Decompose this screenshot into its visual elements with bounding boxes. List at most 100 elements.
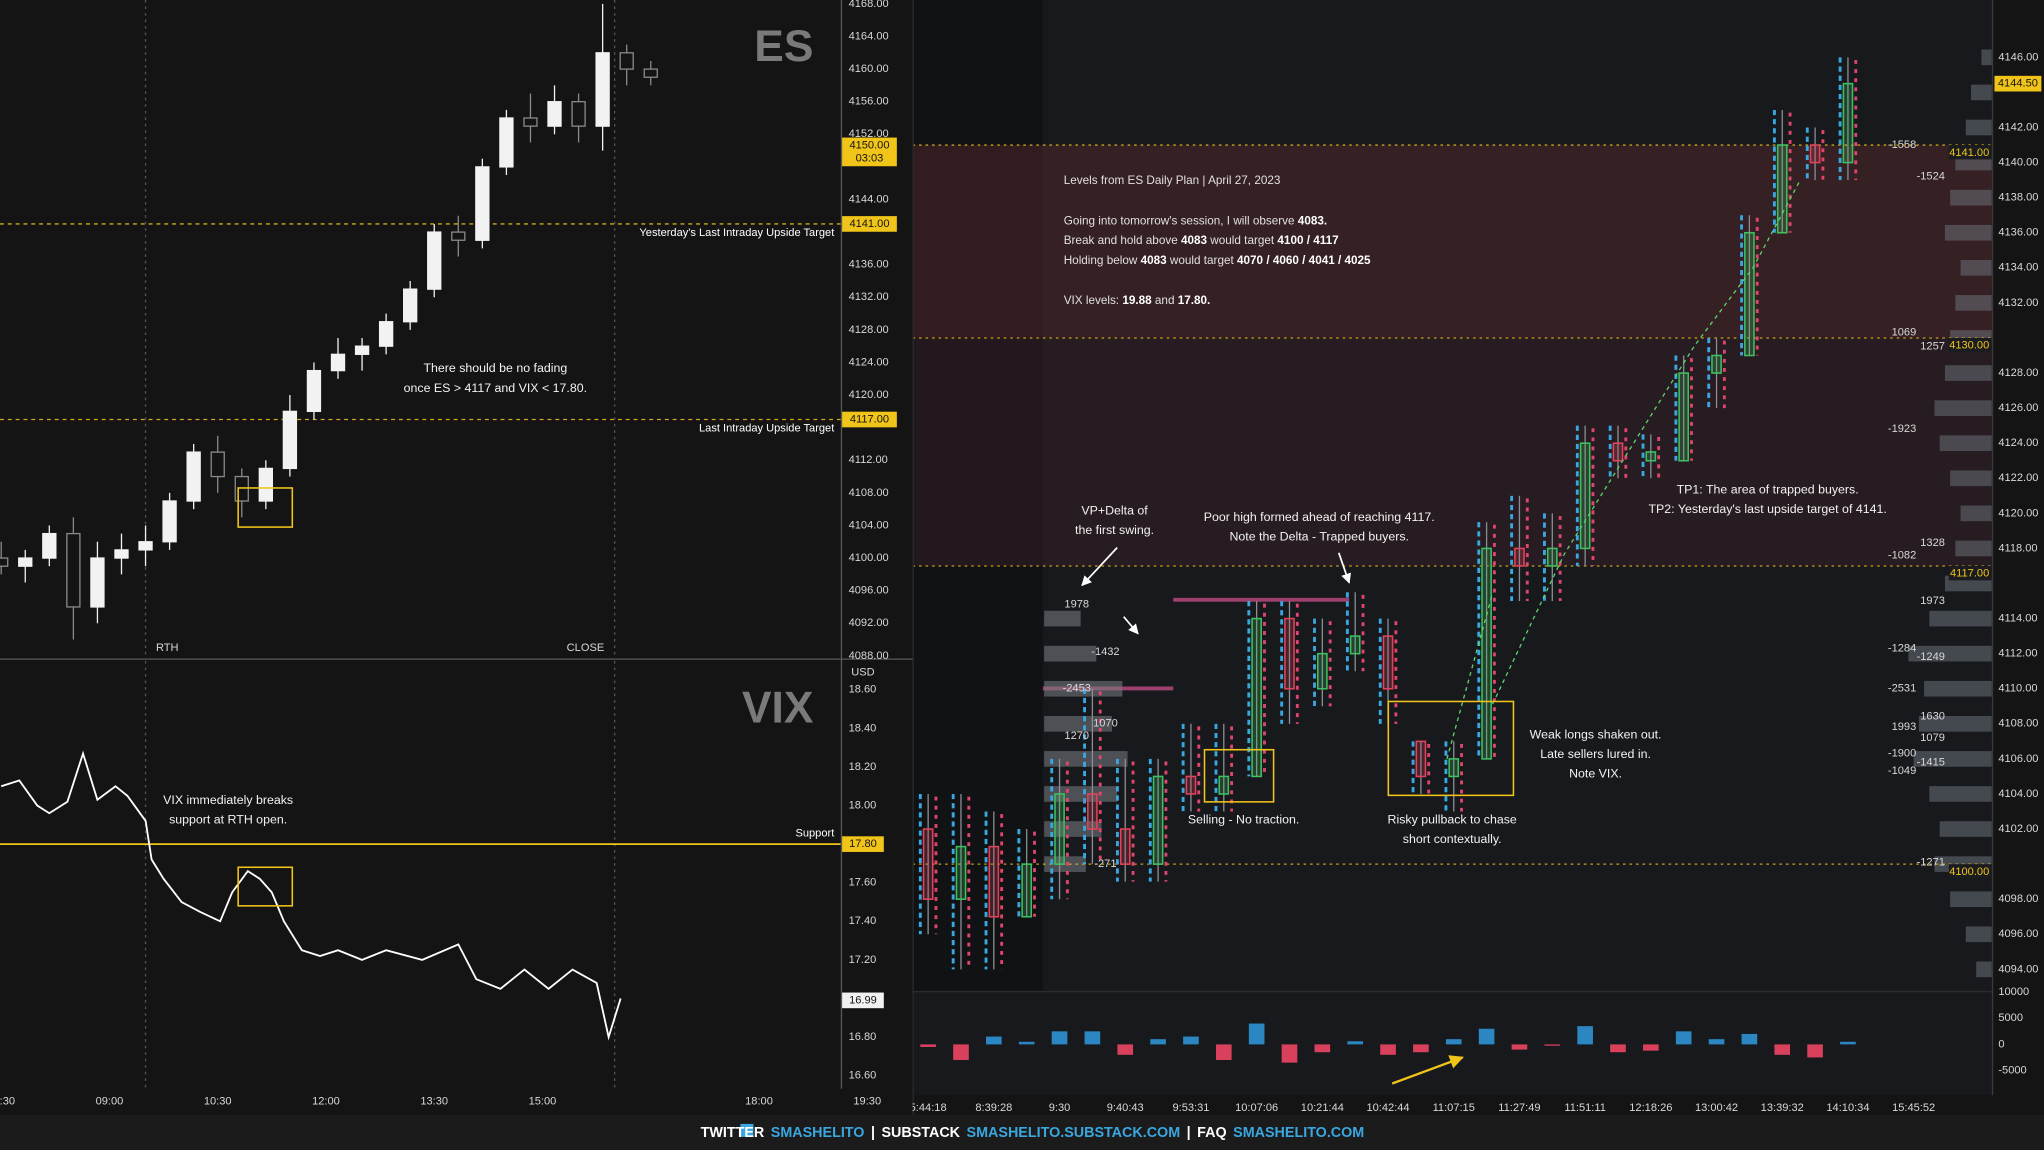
delta-bar bbox=[1380, 1044, 1396, 1055]
level-tag bbox=[1948, 337, 1992, 353]
delta-bar bbox=[1675, 1031, 1692, 1045]
price-tag-label: 17.80 bbox=[849, 838, 877, 850]
overlay: Levels from ES Daily Plan | April 27, 20… bbox=[1064, 174, 1887, 1085]
x-tick-label: 9:53:31 bbox=[1172, 1102, 1209, 1114]
y-tick-label: 4098.00 bbox=[1998, 893, 2038, 905]
arrow bbox=[1337, 552, 1351, 584]
last-price-tag bbox=[1994, 75, 2042, 92]
y-tick-label: 4138.00 bbox=[1998, 192, 2038, 204]
footer-segment: FAQ bbox=[1197, 1125, 1226, 1141]
profile-label: -271 bbox=[1094, 858, 1116, 870]
candle-body bbox=[547, 101, 562, 127]
trend-line bbox=[1492, 182, 1800, 705]
volume-profile-bar bbox=[1929, 610, 1992, 627]
candle-body bbox=[988, 845, 1000, 918]
candle-body bbox=[643, 68, 658, 78]
note-segment: Going into tomorrow's session, I will ob… bbox=[1064, 215, 1298, 228]
delta-tick-label: 5000 bbox=[1998, 1012, 2023, 1024]
price-tag bbox=[842, 992, 884, 1009]
y-tick-label: 4104.00 bbox=[849, 519, 889, 531]
volume-profile-bar bbox=[1981, 49, 1992, 66]
candle-body bbox=[1809, 144, 1821, 164]
profile-label: 1069 bbox=[1892, 327, 1917, 339]
y-tick-label: 4146.00 bbox=[1998, 51, 2038, 63]
delta-bar bbox=[953, 1044, 969, 1061]
profile-label: 1270 bbox=[1064, 730, 1089, 742]
note-segment: 17.80. bbox=[1178, 294, 1211, 307]
volume-profile-bar bbox=[1939, 821, 1992, 837]
delta-bar bbox=[1511, 1044, 1528, 1050]
x-tick-label: 11:27:49 bbox=[1498, 1102, 1540, 1114]
profile-label: -1415 bbox=[1917, 756, 1945, 768]
y-tick-label: 4106.00 bbox=[1998, 753, 2038, 765]
candle-body bbox=[1711, 354, 1722, 374]
y-tick-label: 4156.00 bbox=[849, 96, 889, 108]
y-tick-label: 16.80 bbox=[849, 1031, 877, 1043]
volume-profile-bar bbox=[1960, 505, 1992, 522]
delta-bar bbox=[986, 1036, 1002, 1045]
footer-segment: SMASHELITO bbox=[771, 1125, 865, 1141]
y-tick-label: 4112.00 bbox=[1998, 648, 2037, 660]
delta-bar bbox=[1708, 1039, 1725, 1045]
note-segment: would target bbox=[1207, 234, 1277, 247]
y-tick-label: 17.20 bbox=[849, 954, 877, 966]
candle-body bbox=[210, 451, 225, 478]
footer-segment: SUBSTACK bbox=[881, 1125, 960, 1141]
profile-label: 1079 bbox=[1920, 732, 1945, 744]
footer-segment: | bbox=[1187, 1125, 1191, 1141]
x-tick-label: 15:45:52 bbox=[1892, 1102, 1935, 1114]
candle-body bbox=[1612, 442, 1624, 462]
highlight-box bbox=[1203, 748, 1275, 803]
volume-profile-bar bbox=[1971, 84, 1992, 101]
y-tick-label: 4096.00 bbox=[849, 585, 889, 597]
trend-line bbox=[1446, 593, 1494, 760]
y-tick-label: 4120.00 bbox=[1998, 507, 2038, 519]
candle-body bbox=[922, 828, 934, 900]
candle-body bbox=[0, 557, 9, 567]
y-tick-label: 4118.00 bbox=[1998, 542, 2037, 554]
volume-profile-bar bbox=[1965, 119, 1992, 136]
delta-bar bbox=[1347, 1041, 1364, 1045]
annotation: VIX immediately breaks bbox=[163, 793, 293, 807]
premarket-band bbox=[912, 0, 1043, 991]
y-tick-label: 4112.00 bbox=[849, 454, 888, 466]
candle-body bbox=[306, 369, 322, 413]
target-zone bbox=[912, 337, 1992, 566]
vix-pane: VIX Support VIX immediately breaks support … bbox=[0, 661, 841, 1089]
candle-body bbox=[1678, 372, 1690, 462]
y-tick-label: 4108.00 bbox=[849, 487, 889, 499]
annotation: Note VIX. bbox=[1569, 767, 1622, 781]
candle-body bbox=[1054, 793, 1065, 865]
profile-label: 1973 bbox=[1920, 595, 1945, 607]
candle-body bbox=[234, 475, 249, 502]
level-tag bbox=[1948, 145, 1992, 160]
y-tick-label: 4142.00 bbox=[1998, 121, 2038, 133]
annotation: Risky pullback to chase bbox=[1388, 812, 1517, 826]
candle-body bbox=[403, 288, 418, 323]
note-segment: 4070 / 4060 / 4041 / 4025 bbox=[1237, 254, 1371, 267]
note-segment: 4083 bbox=[1141, 254, 1168, 267]
session-label: RTH bbox=[156, 642, 179, 654]
level-tag bbox=[1948, 565, 1992, 581]
y-tick-label: 4136.00 bbox=[849, 259, 889, 271]
volume-profile-bar bbox=[1924, 680, 1992, 697]
price-tag-label: 16.99 bbox=[849, 994, 877, 1006]
es-pane: ES RTH CLOSE Yesterday's Last Intraday Upsi… bbox=[0, 0, 841, 659]
candle-body bbox=[571, 101, 586, 127]
candle-body bbox=[1185, 775, 1197, 795]
candle-body bbox=[1021, 863, 1033, 918]
highlight-box bbox=[237, 487, 294, 528]
profile-label: 1993 bbox=[1892, 721, 1917, 733]
profile-label: -1271 bbox=[1917, 856, 1945, 868]
candle-body bbox=[138, 541, 153, 551]
note-segment: Holding below bbox=[1064, 254, 1141, 267]
annotation: short contextually. bbox=[1403, 832, 1502, 846]
candle-body bbox=[595, 52, 610, 127]
note-segment: Break and hold above bbox=[1064, 234, 1181, 247]
annotation: Late sellers lured in. bbox=[1540, 747, 1651, 761]
volume-profile-bar bbox=[1044, 751, 1128, 767]
note-line: Going into tomorrow's session, I will ob… bbox=[1064, 215, 1327, 228]
y-tick-label: 17.40 bbox=[849, 915, 877, 927]
candle-body bbox=[1776, 144, 1788, 234]
